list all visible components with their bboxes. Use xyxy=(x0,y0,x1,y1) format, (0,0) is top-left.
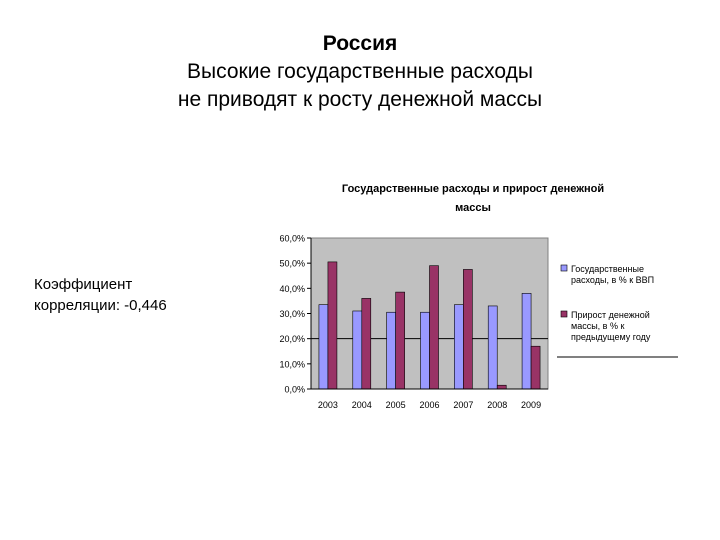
legend-label: Прирост денежной массы, в % к предыдущему … xyxy=(571,310,651,342)
bar-series-2 xyxy=(463,269,473,390)
bar-series-1 xyxy=(420,311,430,390)
bar-series-1 xyxy=(318,304,329,390)
slide-title: Россия Высокие государственные расходы н… xyxy=(0,30,720,114)
y-tick-label: 10,0% xyxy=(279,359,305,369)
x-tick-label: 2007 xyxy=(453,400,473,410)
chart-title-line: Государственные расходы и прирост денежн… xyxy=(342,183,604,195)
correlation-value: корреляции: -0,446 xyxy=(34,297,167,314)
x-tick-label: 2005 xyxy=(386,400,406,410)
bar-series-2 xyxy=(429,265,439,390)
bar-series-2 xyxy=(496,384,507,390)
y-tick-label: 0,0% xyxy=(284,385,305,395)
bar-series-2 xyxy=(395,291,405,390)
bar-series-1 xyxy=(521,293,532,390)
bar-series-1 xyxy=(487,305,498,390)
bar-series-2 xyxy=(530,345,541,390)
x-tick-label: 2006 xyxy=(419,400,439,410)
y-tick-label: 40,0% xyxy=(279,284,305,294)
slide-title-line-3: не приводят к росту денежной массы xyxy=(177,88,543,111)
chart-title-line: массы xyxy=(455,202,491,214)
legend-label: Государственные расходы, в % к ВВП xyxy=(571,264,654,285)
bar-series-2 xyxy=(361,298,372,390)
y-tick-label: 50,0% xyxy=(279,259,305,269)
legend-swatch xyxy=(560,310,568,318)
x-tick-label: 2009 xyxy=(521,400,541,410)
y-tick-label: 20,0% xyxy=(279,334,305,344)
slide-title-line-2: Высокие государственные расходы xyxy=(187,60,533,83)
bar-series-1 xyxy=(352,310,363,390)
x-tick-label: 2008 xyxy=(487,400,507,410)
chart-title: Государственные расходы и прирост денежн… xyxy=(342,183,604,214)
y-tick-label: 30,0% xyxy=(279,309,305,319)
x-tick-label: 2003 xyxy=(318,400,338,410)
slide-title-country: Россия xyxy=(322,32,398,55)
legend-swatch xyxy=(560,264,568,272)
x-tick-label: 2004 xyxy=(352,400,372,410)
bar-series-1 xyxy=(454,304,464,390)
correlation-label: Коэффициент xyxy=(34,276,133,293)
bar-series-2 xyxy=(327,261,338,390)
bar-series-1 xyxy=(386,311,396,390)
y-tick-label: 60,0% xyxy=(279,234,305,244)
correlation-note: Коэффициент корреляции: -0,446 xyxy=(34,274,167,316)
